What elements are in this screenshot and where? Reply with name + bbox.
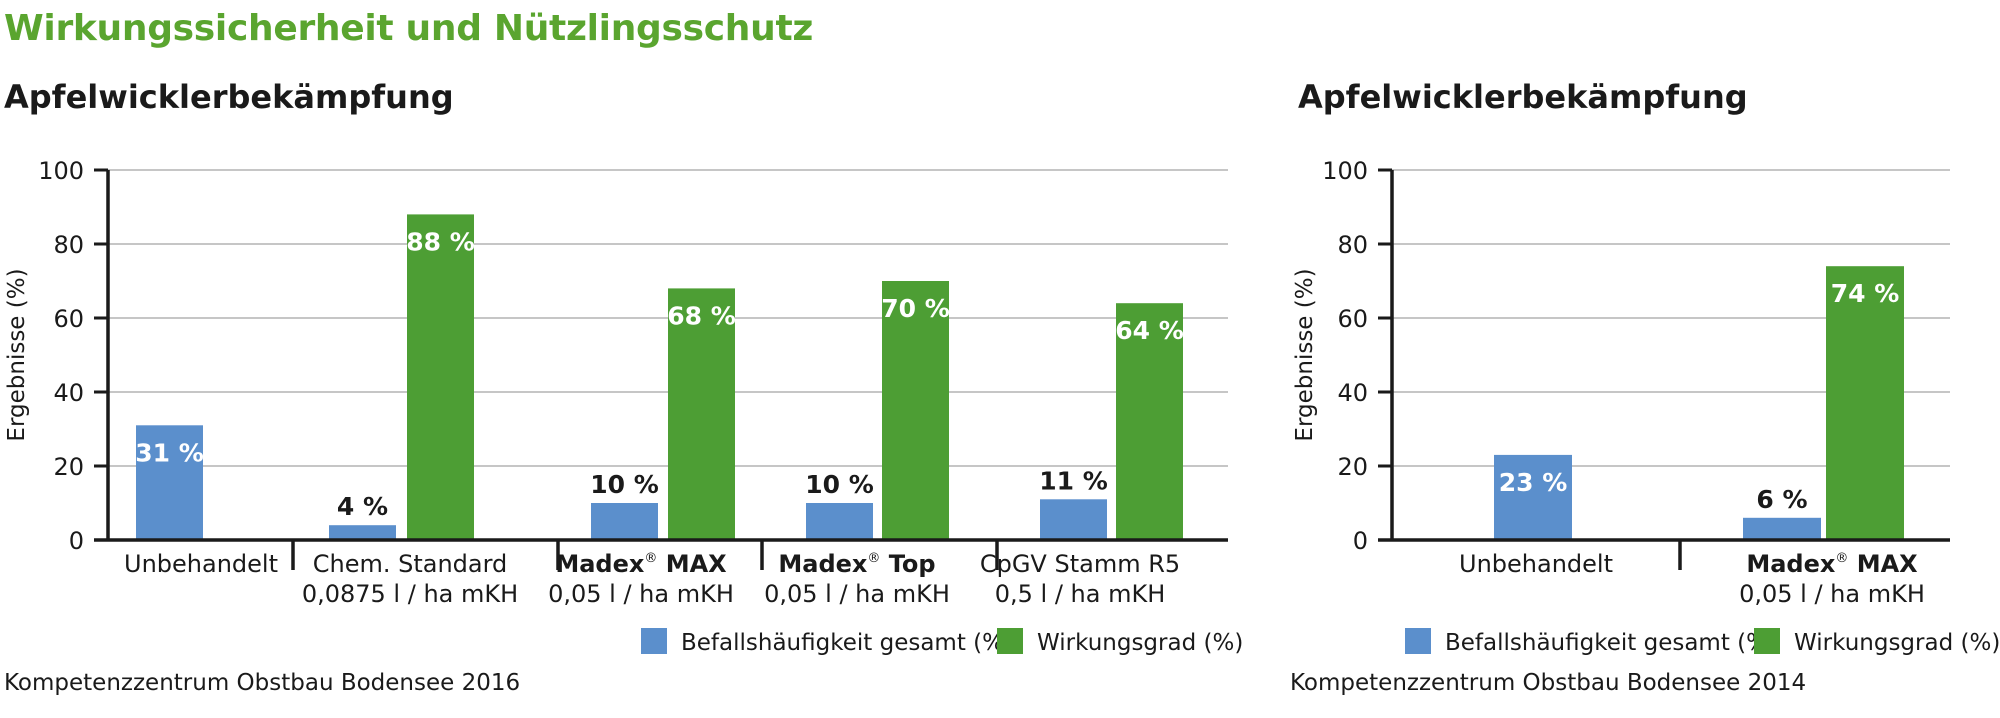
- data-label-wirkung-1: 88 %: [406, 227, 475, 256]
- bar-befall-2: [591, 503, 658, 540]
- y-tick-label-0: 0: [69, 527, 84, 555]
- bar-wirkung-4: [1116, 303, 1183, 540]
- data-label-befall-3: 10 %: [805, 470, 874, 499]
- y-axis-label: Ergebnisse (%): [4, 268, 30, 441]
- bar-befall-1: [1743, 517, 1821, 540]
- legend-label-befall: Befallshäufigkeit gesamt (%): [681, 630, 1013, 656]
- y-tick-label-60: 60: [53, 305, 84, 333]
- chart-source-2014: Kompetenzzentrum Obstbau Bodensee 2014: [1290, 670, 1807, 696]
- y-tick-label-20: 20: [1337, 453, 1368, 481]
- bar-wirkung-2: [668, 288, 735, 540]
- y-tick-label-40: 40: [53, 379, 84, 407]
- y-axis-label: Ergebnisse (%): [1292, 268, 1318, 441]
- data-label-wirkung-2: 68 %: [667, 301, 736, 330]
- page-title: Wirkungssicherheit und Nützlingsschutz: [4, 8, 814, 49]
- category-label-2: Madex® MAX: [555, 550, 727, 578]
- y-tick-label-100: 100: [1322, 157, 1368, 185]
- category-label-1: Madex® MAX: [1746, 550, 1918, 578]
- legend-label-befall: Befallshäufigkeit gesamt (%): [1445, 630, 1777, 656]
- category-dose-1: 0,05 l / ha mKH: [1739, 580, 1925, 608]
- legend-swatch-befall: [1405, 628, 1431, 654]
- bar-befall-0: [136, 425, 203, 540]
- category-label-4: CpGV Stamm R5: [980, 550, 1180, 578]
- bar-wirkung-3: [882, 281, 949, 540]
- legend-swatch-wirkung: [1754, 628, 1780, 654]
- category-dose-2: 0,05 l / ha mKH: [548, 580, 734, 608]
- legend-swatch-befall: [641, 628, 667, 654]
- data-label-befall-0: 31 %: [135, 438, 204, 467]
- chart-source-2016: Kompetenzzentrum Obstbau Bodensee 2016: [4, 670, 521, 696]
- category-label-1: Chem. Standard: [313, 550, 508, 578]
- data-label-befall-1: 6 %: [1756, 485, 1807, 514]
- bar-befall-4: [1040, 499, 1107, 540]
- data-label-befall-4: 11 %: [1039, 466, 1108, 495]
- category-dose-4: 0,5 l / ha mKH: [995, 580, 1166, 608]
- y-tick-label-80: 80: [1337, 231, 1368, 259]
- y-tick-label-20: 20: [53, 453, 84, 481]
- bar-befall-0: [1494, 454, 1572, 540]
- data-label-wirkung-4: 64 %: [1115, 316, 1184, 345]
- legend-swatch-wirkung: [997, 628, 1023, 654]
- category-label-3: Madex® Top: [778, 550, 935, 578]
- data-label-befall-2: 10 %: [590, 470, 659, 499]
- legend-label-wirkung: Wirkungsgrad (%): [1794, 630, 2000, 656]
- y-tick-label-40: 40: [1337, 379, 1368, 407]
- chart-title-2014: Apfelwicklerbekämpfung: [1298, 78, 1748, 116]
- y-tick-label-0: 0: [1353, 527, 1368, 555]
- legend-label-wirkung: Wirkungsgrad (%): [1037, 630, 1243, 656]
- bar-befall-3: [806, 503, 873, 540]
- category-dose-3: 0,05 l / ha mKH: [764, 580, 950, 608]
- category-label-0: Unbehandelt: [1459, 550, 1613, 578]
- bar-wirkung-1: [407, 214, 474, 540]
- category-dose-1: 0,0875 l / ha mKH: [302, 580, 518, 608]
- bar-wirkung-1: [1826, 266, 1904, 540]
- y-tick-label-100: 100: [38, 157, 84, 185]
- data-label-befall-1: 4 %: [337, 492, 388, 521]
- data-label-wirkung-3: 70 %: [881, 294, 950, 323]
- category-label-0: Unbehandelt: [124, 550, 278, 578]
- data-label-wirkung-1: 74 %: [1831, 279, 1900, 308]
- y-tick-label-60: 60: [1337, 305, 1368, 333]
- data-label-befall-0: 23 %: [1499, 468, 1568, 497]
- y-tick-label-80: 80: [53, 231, 84, 259]
- chart-title-2016: Apfelwicklerbekämpfung: [4, 78, 454, 116]
- bar-befall-1: [329, 525, 396, 540]
